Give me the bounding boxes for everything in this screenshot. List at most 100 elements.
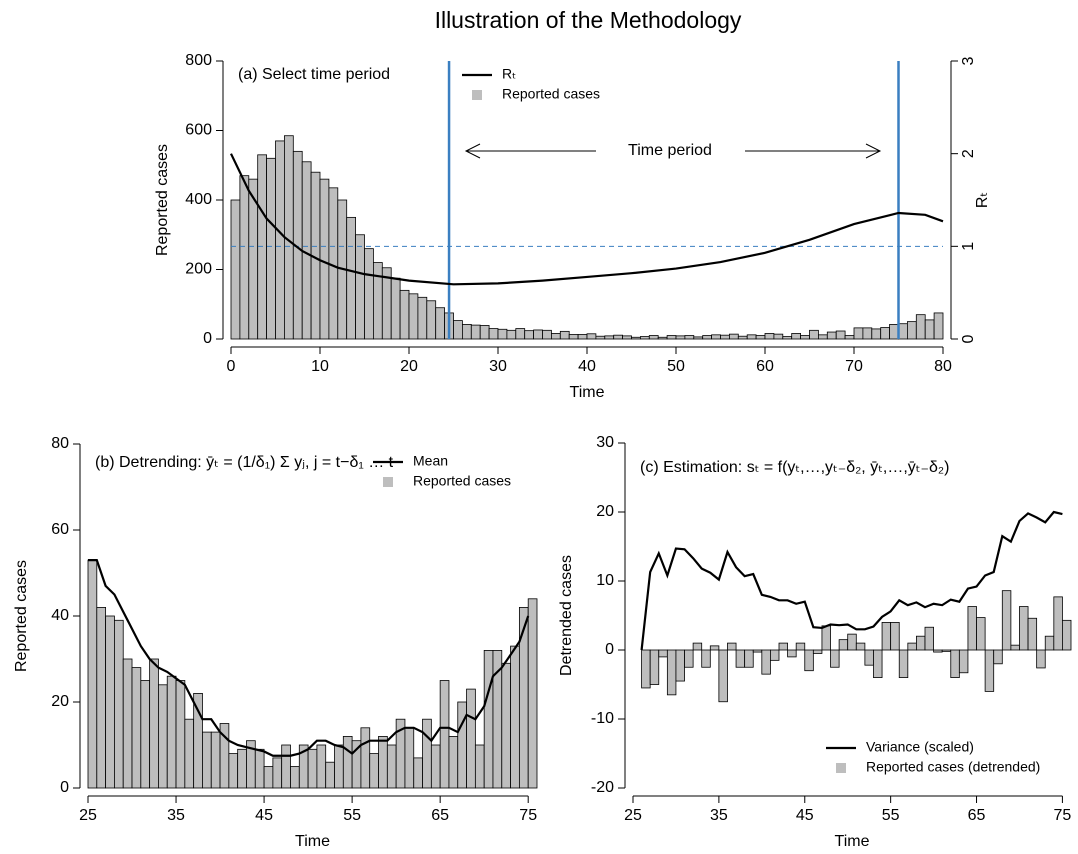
bar <box>770 649 780 661</box>
x-tick-label: 0 <box>227 358 236 375</box>
x-tick-label: 60 <box>756 358 774 375</box>
bar <box>791 333 802 340</box>
bar <box>254 748 265 789</box>
legend-label: Reported cases <box>413 473 511 489</box>
line-series <box>640 510 1063 651</box>
bar <box>761 649 771 675</box>
bar <box>515 328 526 340</box>
y-axis-title: Detrended cases <box>558 555 575 676</box>
bar <box>87 559 98 789</box>
arrow-head <box>865 143 882 159</box>
bar <box>158 684 168 789</box>
bar <box>658 649 668 658</box>
bar <box>1027 617 1038 651</box>
bar <box>844 335 855 340</box>
bar <box>830 649 840 668</box>
x-tick-label: 75 <box>1054 807 1072 824</box>
bar <box>950 649 960 679</box>
bar <box>237 748 247 789</box>
bar <box>976 617 986 651</box>
bar <box>718 649 728 703</box>
bar <box>272 757 283 789</box>
x-tick-label: 25 <box>624 807 642 824</box>
panel-label: (c) Estimation: sₜ = f(yₜ,…,yₜ₋δ₂, ȳₜ,…,… <box>640 459 949 476</box>
bar <box>307 748 318 789</box>
bar <box>568 334 579 340</box>
x-tick-label: 45 <box>796 807 814 824</box>
bar <box>853 327 864 340</box>
bar <box>675 335 686 340</box>
bar <box>889 324 899 340</box>
x-tick-label: 50 <box>667 358 685 375</box>
bar <box>360 727 371 789</box>
bar <box>413 757 423 789</box>
bar <box>622 335 632 340</box>
bar <box>890 622 900 651</box>
bar <box>701 649 711 668</box>
bar <box>290 766 300 789</box>
x-tick-label: 80 <box>934 358 952 375</box>
bar <box>105 615 115 789</box>
y-tick-label: 80 <box>51 435 69 452</box>
legend-label: Reported cases <box>502 86 600 102</box>
y-tick-label: 20 <box>51 693 69 710</box>
x-axis-title: Time <box>295 833 330 850</box>
x-tick-label: 25 <box>79 807 97 824</box>
x-tick-label: 20 <box>400 358 418 375</box>
bar <box>631 336 641 340</box>
bar <box>692 642 703 651</box>
bar <box>809 329 819 340</box>
bar <box>1053 596 1063 651</box>
bar <box>871 328 882 340</box>
legend-label: Variance (scaled) <box>866 739 974 755</box>
bar <box>316 744 327 789</box>
bar <box>967 606 977 651</box>
bar <box>1044 635 1055 651</box>
bar <box>881 622 892 651</box>
bar <box>551 333 561 340</box>
bar <box>483 650 494 789</box>
bar <box>595 335 606 340</box>
y-tick-label: 10 <box>596 572 614 589</box>
bar <box>835 330 846 340</box>
bar <box>773 333 784 340</box>
bar <box>778 642 788 651</box>
legend-swatch <box>383 477 393 487</box>
bar <box>752 649 763 653</box>
bar <box>675 649 685 682</box>
bar <box>744 649 754 668</box>
line-series <box>230 153 944 286</box>
bar <box>684 335 695 340</box>
y-axis-title: Reported cases <box>13 560 30 672</box>
bar <box>355 234 365 340</box>
bar <box>666 335 677 340</box>
bar <box>812 649 823 654</box>
bar <box>709 645 720 651</box>
bar <box>501 662 511 789</box>
bar <box>916 635 926 651</box>
y-tick-label: 200 <box>185 261 212 278</box>
bar <box>684 649 694 668</box>
bar <box>782 336 793 340</box>
line-series <box>88 559 530 757</box>
arrow-head <box>464 143 481 159</box>
bar <box>506 329 517 340</box>
bar <box>746 334 757 340</box>
bar <box>648 335 659 340</box>
y2-tick-label: 2 <box>960 149 977 158</box>
bar <box>319 178 330 340</box>
x-axis-title: Time <box>835 833 870 850</box>
bar <box>228 753 239 789</box>
bar <box>880 327 891 340</box>
bar <box>439 680 450 789</box>
bar <box>166 675 177 789</box>
bar <box>470 324 481 340</box>
bar <box>821 625 831 651</box>
bar <box>873 649 883 679</box>
y-tick-label: 600 <box>185 122 212 139</box>
bar <box>898 649 909 679</box>
bar <box>202 731 212 789</box>
bar <box>386 744 397 789</box>
bar <box>448 736 459 789</box>
